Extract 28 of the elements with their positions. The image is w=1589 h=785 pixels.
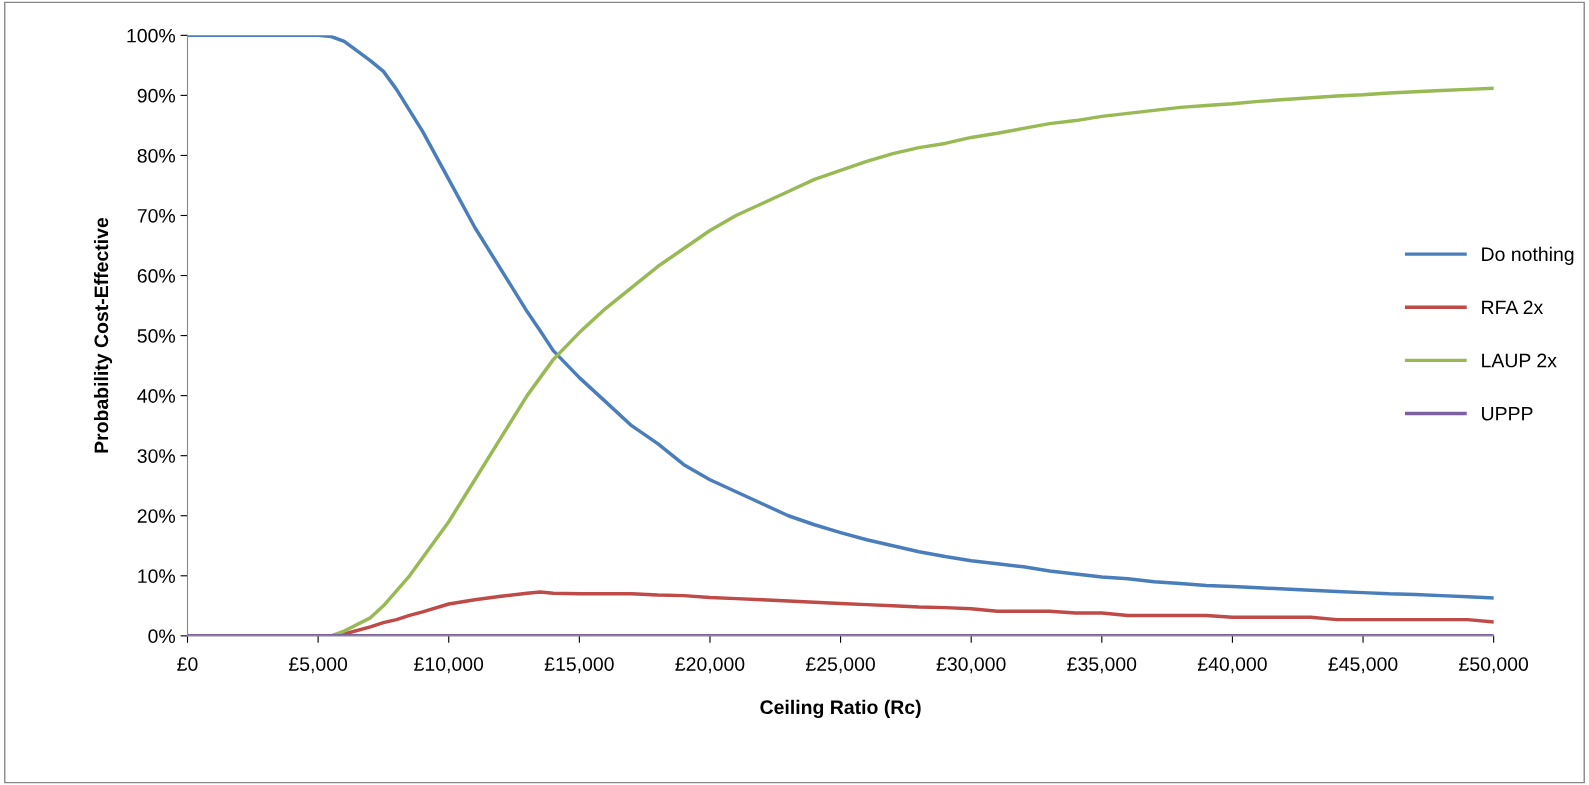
legend-label: Do nothing <box>1482 246 1574 265</box>
y-tick-label: 50% <box>137 329 176 343</box>
y-tick-label: 80% <box>137 148 176 163</box>
legend-label: UPPP <box>1482 406 1533 421</box>
y-tick-label: 10% <box>138 569 176 584</box>
x-tick-label: £10,000 <box>414 657 484 674</box>
x-tick-label: £5,000 <box>288 657 348 674</box>
x-axis-title: Ceiling Ratio (Rc) <box>760 699 921 719</box>
y-tick-label: 70% <box>137 208 176 223</box>
x-tick-label: £20,000 <box>675 657 745 674</box>
x-tick-label: £25,000 <box>805 657 875 674</box>
y-tick-label: 0% <box>148 629 175 644</box>
y-tick-label: 30% <box>137 449 176 463</box>
y-tick-label: 60% <box>137 269 176 283</box>
x-tick-label: £0 <box>177 657 198 671</box>
x-tick-label: £30,000 <box>936 657 1006 674</box>
y-tick-label: 40% <box>137 389 176 403</box>
y-axis-title: Probability Cost-Effective <box>93 217 113 453</box>
y-tick-label: 20% <box>137 509 176 523</box>
y-tick-label: 100% <box>127 28 176 43</box>
x-tick-label: £35,000 <box>1067 657 1137 674</box>
legend-label: RFA 2x <box>1482 300 1544 315</box>
x-tick-label: £15,000 <box>544 657 614 674</box>
y-tick-label: 90% <box>137 88 176 103</box>
x-tick-label: £50,000 <box>1459 657 1529 674</box>
x-tick-label: £40,000 <box>1197 657 1267 674</box>
legend-label: LAUP 2x <box>1482 353 1557 368</box>
x-tick-label: £45,000 <box>1328 657 1398 674</box>
